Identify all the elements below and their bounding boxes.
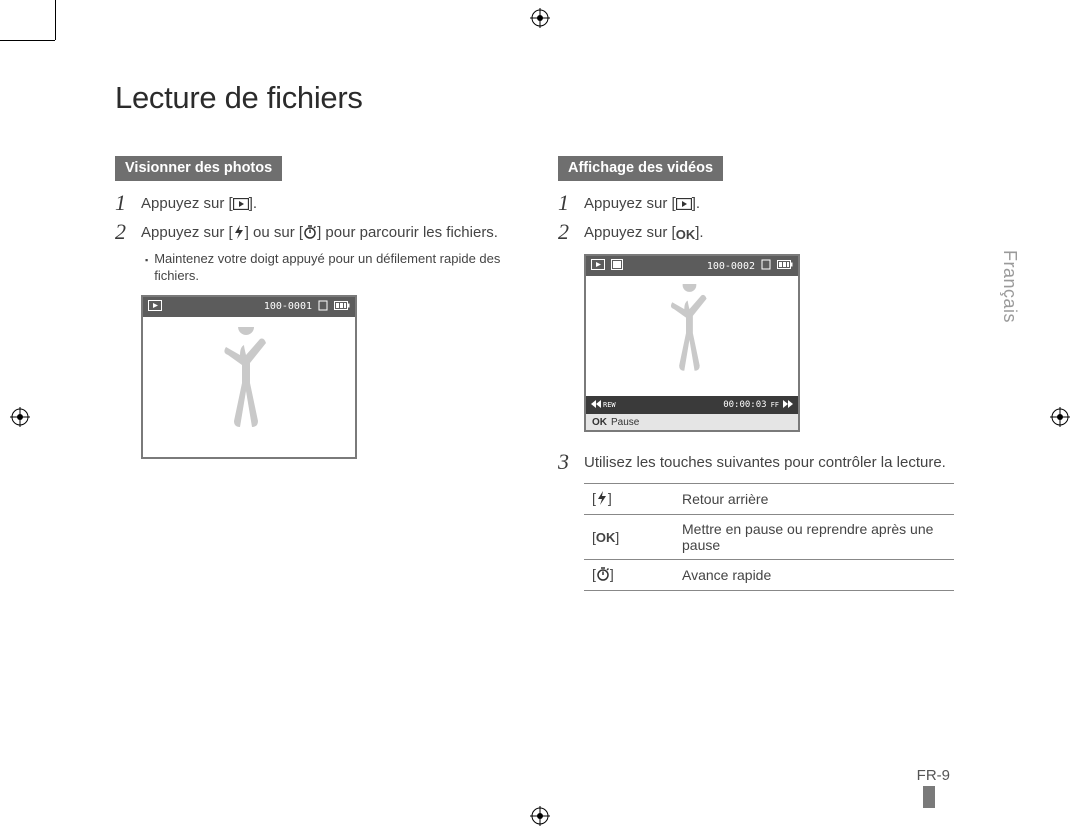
lcd-counter: 100-0001	[264, 301, 312, 312]
step-number: 2	[558, 220, 584, 244]
section-header-videos: Affichage des vidéos	[558, 156, 723, 181]
language-tab: Français	[999, 250, 1020, 323]
videos-section: Affichage des vidéos 1 Appuyez sur []. 2…	[558, 156, 953, 591]
desc-cell: Retour arrière	[674, 483, 954, 514]
page-marker	[923, 786, 935, 808]
lcd-body	[586, 276, 798, 396]
step-row: 1 Appuyez sur [].	[558, 191, 953, 216]
lcd-transport-bar: REW 00:00:03 FF	[586, 396, 798, 414]
ok-icon: OK	[676, 226, 696, 244]
key-cell: []	[584, 559, 674, 590]
film-icon	[611, 259, 623, 273]
card-icon	[761, 259, 771, 273]
step-number: 1	[558, 191, 584, 215]
person-silhouette-icon	[662, 284, 722, 389]
person-silhouette-icon	[214, 327, 284, 447]
sub-bullet: Maintenez votre doigt appuyé pour un déf…	[145, 250, 510, 285]
key-cell: [OK]	[584, 514, 674, 559]
rew-icon	[591, 400, 601, 411]
flash-icon	[233, 225, 245, 245]
photos-section: Visionner des photos 1 Appuyez sur []. 2…	[115, 156, 510, 591]
step-row: 1 Appuyez sur [].	[115, 191, 510, 216]
crop-mark	[0, 40, 55, 41]
crop-mark	[55, 0, 56, 40]
table-row: [] Avance rapide	[584, 559, 954, 590]
battery-icon	[777, 260, 793, 272]
registration-mark-icon	[10, 407, 30, 427]
registration-mark-icon	[530, 8, 550, 28]
play-rect-icon	[233, 196, 249, 216]
timer-icon	[303, 225, 317, 245]
step-text: Utilisez les touches suivantes pour cont…	[584, 450, 946, 473]
play-rect-icon	[676, 196, 692, 216]
lcd-body	[143, 317, 355, 457]
lcd-time: 00:00:03	[723, 400, 766, 410]
desc-cell: Avance rapide	[674, 559, 954, 590]
lcd-counter: 100-0002	[707, 261, 755, 272]
timer-icon	[596, 567, 610, 584]
ok-icon: OK	[596, 530, 616, 545]
lcd-status-bar: 100-0002	[586, 256, 798, 276]
step-row: 3 Utilisez les touches suivantes pour co…	[558, 450, 953, 474]
registration-mark-icon	[1050, 407, 1070, 427]
play-rect-icon	[591, 259, 605, 273]
battery-icon	[334, 301, 350, 313]
lcd-status-bar: 100-0001	[143, 297, 355, 317]
page-content: Lecture de fichiers Visionner des photos…	[115, 80, 985, 591]
section-header-photos: Visionner des photos	[115, 156, 282, 181]
step-number: 3	[558, 450, 584, 474]
table-row: [OK] Mettre en pause ou reprendre après …	[584, 514, 954, 559]
desc-cell: Mettre en pause ou reprendre après une p…	[674, 514, 954, 559]
pause-label: Pause	[611, 417, 639, 428]
photo-lcd-screen: 100-0001	[141, 295, 357, 459]
registration-mark-icon	[530, 806, 550, 826]
step-row: 2 Appuyez sur [OK].	[558, 220, 953, 244]
ok-label: OK	[592, 417, 607, 428]
step-row: 2 Appuyez sur [] ou sur [] pour parcouri…	[115, 220, 510, 245]
manual-page: Lecture de fichiers Visionner des photos…	[0, 0, 1080, 834]
page-number: FR-9	[917, 767, 950, 784]
step-text: Appuyez sur [] ou sur [] pour parcourir …	[141, 220, 498, 245]
step-number: 2	[115, 220, 141, 244]
lcd-pause-bar: OK Pause	[586, 414, 798, 430]
step-number: 1	[115, 191, 141, 215]
key-cell: []	[584, 483, 674, 514]
step-text: Appuyez sur [].	[584, 191, 700, 216]
ff-icon	[783, 400, 793, 411]
video-lcd-screen: 100-0002 REW	[584, 254, 800, 432]
controls-table: [] Retour arrière [OK] Mettre en pause o…	[584, 483, 954, 591]
step-text: Appuyez sur [].	[141, 191, 257, 216]
flash-icon	[596, 491, 608, 508]
play-rect-icon	[148, 300, 162, 314]
card-icon	[318, 300, 328, 314]
table-row: [] Retour arrière	[584, 483, 954, 514]
page-title: Lecture de fichiers	[115, 80, 985, 116]
step-text: Appuyez sur [OK].	[584, 220, 704, 244]
